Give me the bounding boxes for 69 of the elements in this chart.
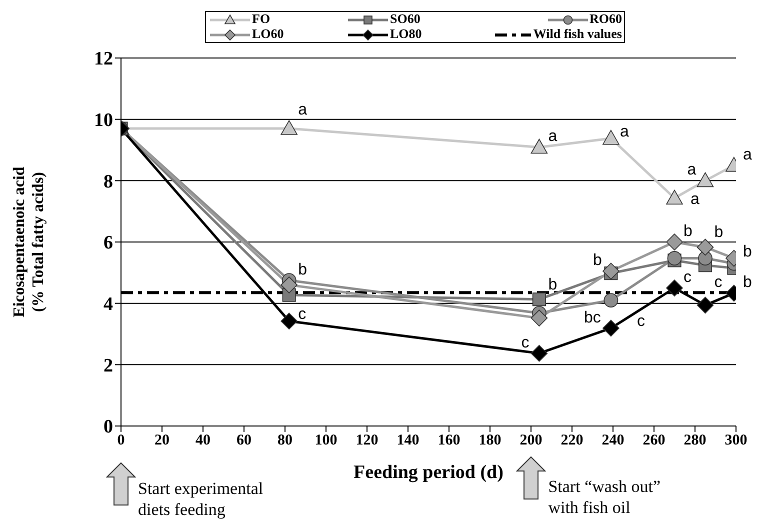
- annotation: b: [592, 252, 602, 270]
- x-axis-title: Feeding period (d): [354, 462, 504, 483]
- annotation: b: [298, 261, 308, 278]
- point: [532, 292, 546, 306]
- legend-label: LO80: [390, 26, 422, 42]
- point: [602, 130, 620, 145]
- annotation: c: [684, 269, 692, 286]
- text: Start experimental diets feeding: [138, 478, 264, 520]
- point: [604, 293, 618, 308]
- legend-label: Wild fish values: [533, 26, 622, 42]
- legend-label: RO60: [590, 11, 622, 26]
- y-tick-label: 12: [94, 48, 113, 70]
- annotation: b: [548, 276, 558, 294]
- y-tick-label: 6: [104, 232, 113, 254]
- annotation: a: [690, 191, 700, 208]
- annotation: c: [298, 306, 306, 324]
- point: [602, 262, 620, 280]
- annotation: b: [684, 223, 692, 240]
- point: [280, 276, 298, 294]
- point: [667, 251, 682, 266]
- point: [530, 344, 548, 362]
- point: [666, 190, 683, 205]
- legend-label: SO60: [390, 11, 420, 26]
- x-tick-label: 20: [154, 432, 170, 449]
- legend-label: LO60: [252, 26, 284, 42]
- y-tick-label: 4: [104, 294, 114, 316]
- point: [280, 120, 298, 135]
- x-tick-label: 120: [356, 432, 378, 449]
- annotation: c: [714, 274, 722, 292]
- y-tick-label: 10: [94, 110, 113, 132]
- point: [530, 138, 548, 154]
- x-tick-label: 280: [684, 432, 706, 449]
- point: [530, 310, 548, 326]
- annotation: b: [714, 224, 724, 242]
- annotation: bc: [584, 309, 601, 326]
- x-tick-label: 300: [724, 432, 748, 449]
- x-tick-label: 260: [642, 432, 666, 449]
- annotation: b: [742, 243, 752, 260]
- y-tick-label: 8: [104, 171, 113, 192]
- point: [696, 172, 714, 188]
- point: [280, 312, 298, 330]
- x-tick-label: 80: [278, 432, 292, 449]
- annotation: b: [742, 274, 752, 292]
- y-axis-title: Eicosapentaenoic acid (% Total fatty acids): [11, 166, 47, 318]
- annotation: c: [636, 313, 645, 330]
- annotation: c: [521, 334, 530, 352]
- annotation: a: [742, 146, 752, 164]
- y-tick-label: 2: [104, 355, 113, 376]
- x-tick-label: 60: [236, 432, 252, 449]
- x-tick-label: 140: [396, 432, 420, 449]
- point: [696, 238, 714, 256]
- text: Start “wash out” with fish oil: [548, 476, 661, 518]
- annotation: a: [620, 123, 629, 140]
- x-tick-label: 220: [560, 432, 584, 449]
- annotation: a: [548, 128, 558, 146]
- x-tick-label: 240: [602, 432, 624, 449]
- point: [696, 296, 714, 314]
- point: [666, 234, 683, 250]
- x-tick-label: 0: [117, 432, 125, 449]
- x-tick-label: 40: [196, 432, 210, 449]
- point: [602, 320, 620, 337]
- x-tick-label: 100: [314, 432, 338, 449]
- annotation: a: [298, 102, 308, 119]
- x-tick-label: 200: [520, 432, 542, 449]
- legend-label: FO: [252, 11, 270, 26]
- point: [666, 280, 683, 296]
- annotation: a: [687, 162, 696, 179]
- x-tick-label: 180: [478, 432, 502, 449]
- x-tick-label: 160: [438, 432, 460, 449]
